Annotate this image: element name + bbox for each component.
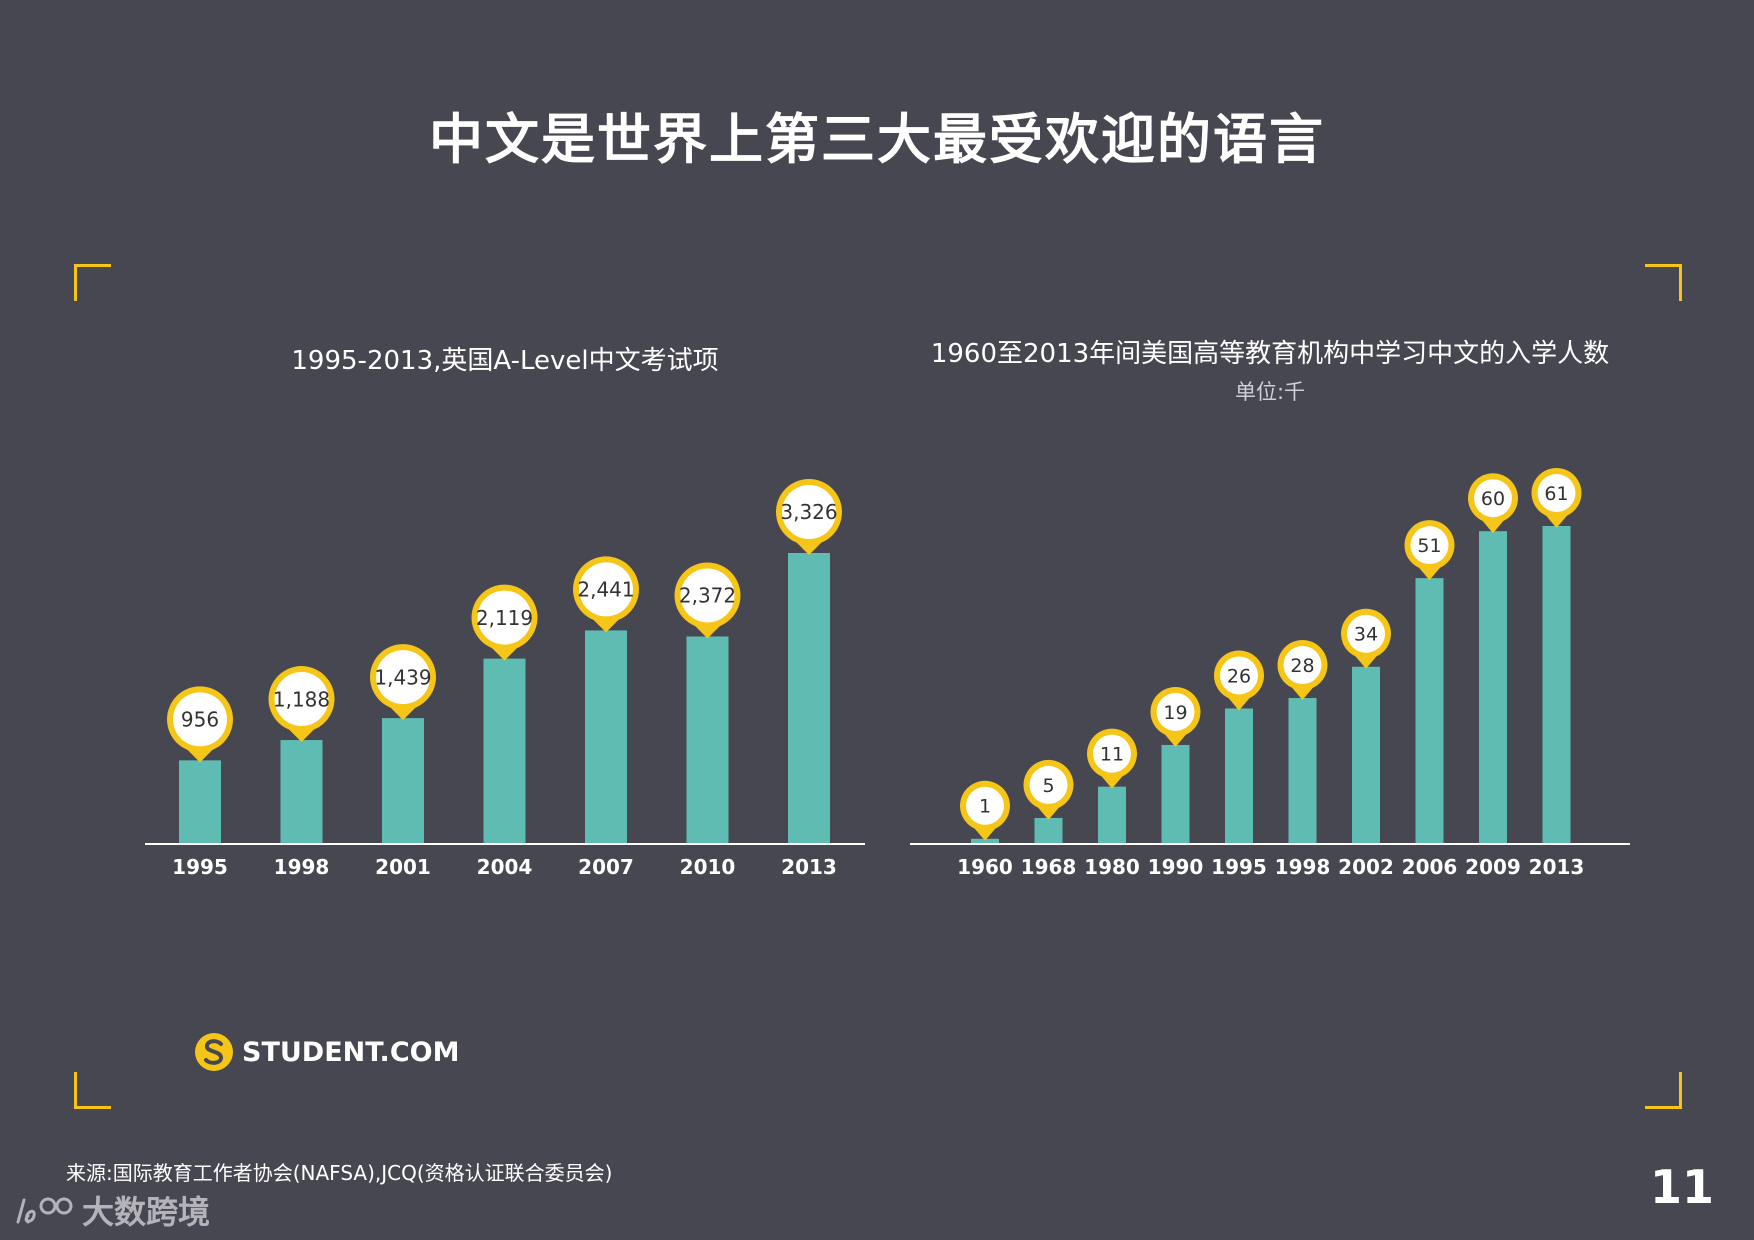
x-tick-label: 1968 [1021, 855, 1077, 879]
x-tick-label: 2010 [680, 855, 736, 879]
bar [483, 658, 526, 844]
chart-1-title: 1995-2013,英国A-Level中文考试项 [291, 346, 719, 376]
x-tick-label: 1998 [274, 855, 330, 879]
value-marker [167, 686, 233, 763]
value-label: 34 [1354, 624, 1378, 646]
value-label: 26 [1227, 665, 1251, 687]
chart-2-subtitle: 单位:千 [1234, 380, 1306, 404]
value-marker [1087, 728, 1137, 789]
bar [1352, 666, 1380, 844]
value-label: 5 [1042, 775, 1054, 797]
page-number: 11 [1650, 1160, 1715, 1214]
bar [1225, 708, 1253, 844]
corner-bracket-bottom-right [1645, 1072, 1682, 1109]
corner-bracket-top-left [74, 264, 111, 301]
watermark-logo-icon [16, 1197, 73, 1224]
chart-us-enrollment: 1 1960 5 1968 11 1980 19 1990 26 1995 28 1998 34 2002… [910, 468, 1630, 879]
x-tick-label: 2006 [1402, 855, 1458, 879]
bar [1288, 698, 1317, 844]
value-marker [1214, 650, 1264, 711]
value-label: 2,372 [679, 584, 736, 608]
bar [179, 760, 221, 844]
watermark: 大数跨境 [14, 1190, 211, 1231]
x-tick-label: 2001 [375, 855, 431, 879]
student-logo-icon [195, 1033, 233, 1071]
x-tick-label: 2002 [1338, 855, 1394, 879]
value-marker [1404, 520, 1455, 581]
corner-bracket-bottom-left [74, 1072, 111, 1109]
bar [1542, 526, 1571, 844]
value-label: 61 [1544, 483, 1568, 505]
bar [382, 718, 424, 844]
bar [971, 838, 999, 844]
value-label: 2,119 [476, 606, 533, 630]
x-tick-label: 1995 [172, 855, 228, 879]
source-note: 来源:国际教育工作者协会(NAFSA),JCQ(资格认证联合委员会) [66, 1161, 613, 1185]
logo-text: STUDENT.COM [242, 1036, 460, 1068]
x-tick-label: 2007 [578, 855, 634, 879]
value-marker [370, 644, 436, 721]
corner-bracket-top-right [1645, 264, 1682, 301]
x-tick-label: 2009 [1465, 855, 1521, 879]
bar [788, 553, 830, 844]
value-label: 2,441 [577, 578, 634, 602]
value-marker [471, 584, 538, 661]
page-title: 中文是世界上第三大最受欢迎的语言 [429, 108, 1325, 171]
value-label: 51 [1417, 535, 1441, 557]
value-label: 1,439 [374, 665, 431, 689]
bar [1415, 578, 1444, 844]
value-label: 19 [1163, 702, 1187, 724]
x-tick-label: 1960 [957, 855, 1013, 879]
x-tick-label: 2013 [781, 855, 837, 879]
student-com-logo: STUDENT.COM [194, 1030, 459, 1074]
value-marker [674, 562, 741, 639]
bar [686, 636, 729, 844]
value-label: 956 [181, 708, 219, 732]
value-label: 11 [1100, 743, 1124, 765]
value-marker [1468, 473, 1518, 534]
bar [1098, 786, 1126, 844]
value-marker [268, 666, 335, 743]
value-label: 28 [1290, 655, 1314, 677]
bar [585, 630, 627, 844]
x-tick-label: 1990 [1148, 855, 1204, 879]
chart-2-title: 1960至2013年间美国高等教育机构中学习中文的入学人数 [930, 339, 1610, 369]
x-tick-label: 1995 [1211, 855, 1267, 879]
value-marker [1531, 468, 1582, 528]
watermark-text: 大数跨境 [82, 1193, 211, 1231]
bar [280, 740, 323, 844]
value-label: 1 [979, 796, 991, 818]
value-marker [1023, 759, 1074, 820]
value-marker [573, 556, 639, 633]
bar [1479, 531, 1507, 844]
chart-uk-alevel: 956 1995 1,188 1998 1,439 2001 2,119 2004 2,441 2… [145, 479, 865, 879]
x-tick-label: 1998 [1275, 855, 1331, 879]
value-marker [776, 479, 842, 555]
x-tick-label: 2013 [1529, 855, 1585, 879]
value-marker [1150, 686, 1201, 747]
value-marker [960, 780, 1010, 841]
value-label: 1,188 [273, 687, 330, 711]
x-tick-label: 2004 [477, 855, 533, 879]
value-marker [1341, 608, 1391, 669]
x-tick-label: 1980 [1084, 855, 1140, 879]
bar [1034, 817, 1063, 844]
value-label: 3,326 [780, 500, 837, 524]
bar [1161, 744, 1190, 844]
value-marker [1277, 640, 1328, 701]
value-label: 60 [1481, 488, 1505, 510]
